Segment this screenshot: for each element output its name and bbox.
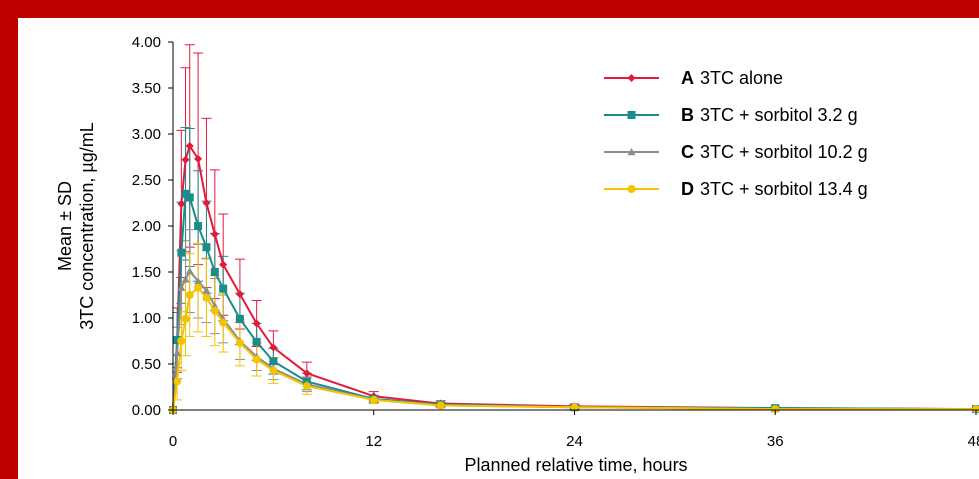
legend-a-marker: [627, 74, 636, 82]
legend-d-label: D 3TC + sorbitol 13.4 g: [681, 179, 868, 199]
series-a-point: [177, 199, 186, 208]
series-c-point: [177, 283, 186, 291]
legend-c-name: 3TC + sorbitol 10.2 g: [700, 142, 868, 162]
series-d-point: [235, 338, 244, 347]
series-b-point: [202, 243, 211, 252]
series-d-point: [771, 405, 780, 414]
series-c-point: [185, 267, 194, 275]
legend-b-name: 3TC + sorbitol 3.2 g: [700, 105, 858, 125]
series-c-line: [172, 269, 976, 411]
y-tick-label: 3.00: [132, 126, 161, 143]
series-a-point: [252, 319, 261, 328]
error-bars-layer: [172, 44, 979, 411]
series-d-line: [172, 286, 976, 411]
y-axis-title-line2: 3TC concentration, µg/mL: [77, 122, 97, 329]
series-d-point: [436, 401, 445, 410]
legend-d-name: 3TC + sorbitol 13.4 g: [700, 179, 868, 199]
series-d-point: [202, 293, 211, 302]
series-d-point: [219, 318, 228, 327]
legend-c-marker: [627, 148, 636, 156]
y-tick-label: 1.00: [132, 310, 161, 327]
series-a-point: [210, 230, 219, 239]
y-tick-label: 0.50: [132, 356, 161, 373]
series-d-point: [181, 314, 190, 323]
series-d-point: [302, 382, 311, 391]
y-tick-label: 2.50: [132, 172, 161, 189]
x-tick-label: 36: [767, 433, 784, 450]
series-d-point: [252, 355, 261, 364]
series-c-point: [202, 286, 211, 294]
y-tick-label: 2.00: [132, 218, 161, 235]
series-a-point: [269, 343, 278, 352]
series-a-point: [235, 290, 244, 299]
series-a-point: [185, 141, 194, 150]
series-b-point: [185, 193, 194, 202]
series-d-point: [269, 366, 278, 375]
series-d-point: [194, 283, 203, 292]
y-tick-label: 3.50: [132, 80, 161, 97]
series-d-point: [570, 403, 579, 412]
y-tick-label: 4.00: [132, 34, 161, 51]
legend-b-label: B 3TC + sorbitol 3.2 g: [681, 105, 858, 125]
series-b-point: [219, 284, 228, 293]
x-tick-label: 48: [968, 433, 979, 450]
series-a-point: [219, 260, 228, 269]
y-tick-label: 1.50: [132, 264, 161, 281]
legend-d-marker: [627, 185, 636, 193]
series-b-point: [194, 222, 203, 230]
x-tick-label: 0: [169, 433, 177, 450]
legend-a-letter: A: [681, 68, 694, 88]
series-a-point: [181, 155, 190, 164]
legend-a-label: A 3TC alone: [681, 68, 783, 88]
y-axis-ticks: 0.00 0.50 1.00 1.50 2.00 2.50 3.00 3.50 4.00: [132, 34, 173, 419]
series-d-point: [972, 405, 979, 414]
legend-a-name: 3TC alone: [700, 68, 783, 88]
series-d-point: [210, 306, 219, 315]
series-d-point: [177, 337, 186, 345]
series-b-point: [252, 337, 261, 346]
series-b-point: [173, 336, 182, 345]
series-d-point: [369, 395, 378, 404]
legend-c-label: C 3TC + sorbitol 10.2 g: [681, 142, 868, 162]
series-a-point: [202, 199, 211, 207]
series-d-point: [173, 377, 182, 386]
series-a-point: [194, 154, 203, 163]
series-b-point: [181, 189, 190, 198]
series-c-point: [173, 348, 182, 357]
y-axis-title-line1: Mean ± SD: [55, 181, 75, 271]
series-d-point: [185, 291, 194, 299]
legend-b-marker: [627, 111, 636, 119]
legend-c-letter: C: [681, 142, 694, 162]
y-tick-label: 0.00: [132, 402, 161, 419]
series-b-point: [177, 248, 186, 257]
x-axis-ticks: 0 12 24 36 48: [169, 410, 979, 450]
series-b-point: [269, 357, 278, 366]
series-c-point: [194, 277, 203, 285]
x-tick-label: 24: [566, 433, 583, 450]
legend-d-letter: D: [681, 179, 694, 199]
series-b-point: [210, 268, 219, 276]
markers-layer: [169, 141, 979, 414]
x-axis-title: Planned relative time, hours: [464, 455, 687, 475]
x-tick-label: 12: [365, 433, 382, 450]
legend: A 3TC alone B 3TC + sorbitol 3.2 g C 3TC + so…: [604, 68, 868, 199]
legend-b-letter: B: [681, 105, 694, 125]
series-a-point: [302, 369, 311, 378]
series-c-point: [181, 275, 190, 283]
series-b-point: [235, 314, 244, 323]
